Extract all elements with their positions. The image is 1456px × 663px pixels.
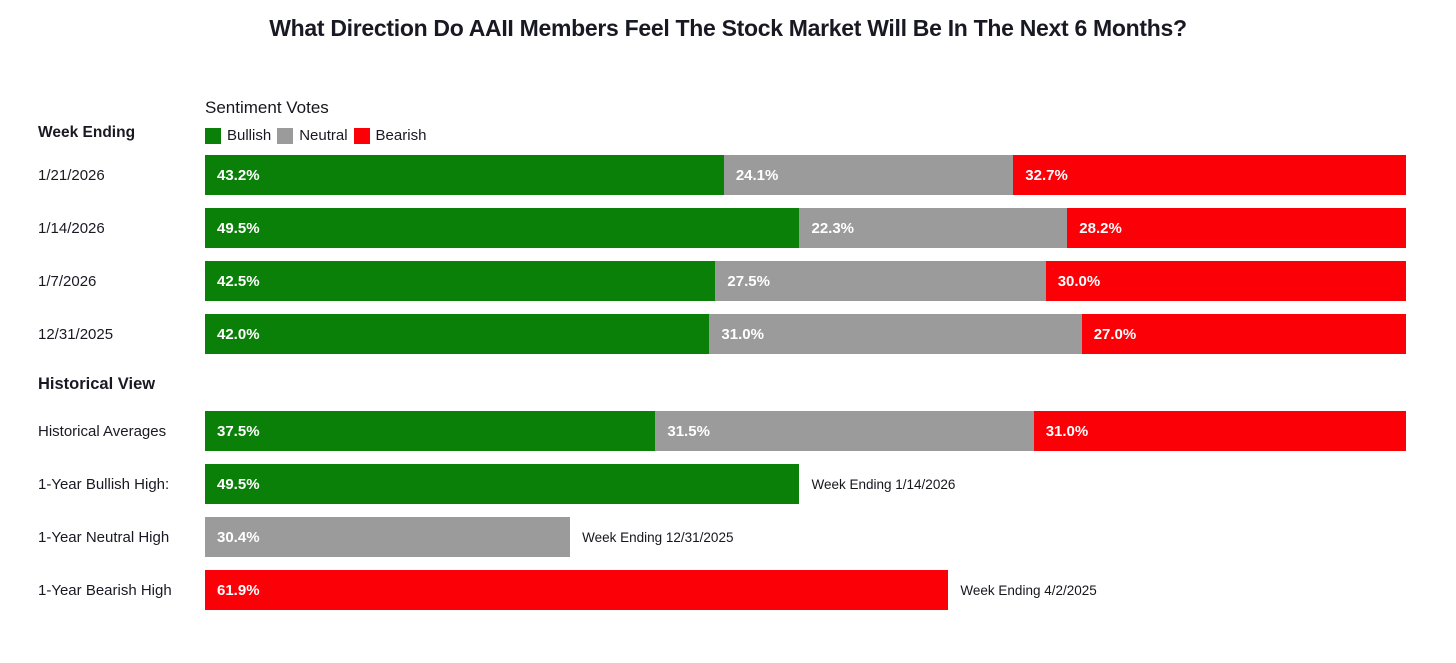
neutral-bar-segment: 22.3%	[799, 208, 1068, 248]
bullish-bar-segment: 49.5%	[205, 464, 800, 504]
bar-track: 43.2% 24.1% 32.7%	[205, 155, 1406, 195]
bearish-bar-segment: 32.7%	[1013, 155, 1406, 195]
row-label: 1/21/2026	[38, 166, 105, 184]
bullish-bar-segment: 37.5%	[205, 411, 656, 451]
page-title: What Direction Do AAII Members Feel The …	[269, 15, 1187, 41]
bullish-bar-segment: 42.0%	[205, 314, 710, 354]
bearish-bar-segment: 27.0%	[1081, 314, 1406, 354]
bar-annotation: Week Ending 4/2/2025	[960, 582, 1097, 598]
legend-label-bearish: Bearish	[375, 127, 427, 144]
bar-track: 49.5% Week Ending 1/14/2026	[205, 464, 1406, 504]
legend-item-bearish: Bearish	[353, 127, 427, 144]
bullish-bar-segment: 49.5%	[205, 208, 800, 248]
legend-label-neutral: Neutral	[299, 127, 348, 144]
bullish-swatch-icon	[205, 127, 221, 144]
bar-row-bearish-high: 1-Year Bearish High 61.9% Week Ending 4/…	[38, 570, 1406, 610]
row-label: 1-Year Bearish High	[38, 581, 172, 599]
bearish-bar-segment: 30.0%	[1045, 261, 1406, 301]
row-label: 1/7/2026	[38, 272, 97, 290]
legend-label-bullish: Bullish	[227, 127, 272, 144]
bar-row-bullish-high: 1-Year Bullish High: 49.5% Week Ending 1…	[38, 464, 1406, 504]
row-label: 1/14/2026	[38, 219, 105, 237]
bullish-bar-segment: 43.2%	[205, 155, 724, 195]
bar-annotation: Week Ending 1/14/2026	[811, 476, 956, 492]
legend-block: Sentiment Votes Bullish Neutral Bearish	[205, 98, 1406, 144]
legend-item-neutral: Neutral	[277, 127, 348, 144]
row-label: 12/31/2025	[38, 325, 114, 343]
row-label: 1-Year Bullish High:	[38, 475, 170, 493]
bar-track: 49.5% 22.3% 28.2%	[205, 208, 1406, 248]
bar-track: 30.4% Week Ending 12/31/2025	[205, 517, 1406, 557]
bar-row-week-1: 1/14/2026 49.5% 22.3% 28.2%	[38, 208, 1406, 248]
neutral-bar-segment: 30.4%	[205, 517, 571, 557]
historical-section-header: Historical View	[38, 375, 156, 393]
legend-title: Sentiment Votes	[205, 98, 329, 117]
legend: Bullish Neutral Bearish	[205, 127, 1406, 144]
chart-header: Week Ending Sentiment Votes Bullish Neut…	[38, 98, 1406, 144]
label-column-header: Week Ending	[38, 124, 205, 144]
neutral-bar-segment: 31.0%	[709, 314, 1082, 354]
bearish-bar-segment: 31.0%	[1033, 411, 1406, 451]
neutral-swatch-icon	[277, 127, 294, 144]
bar-track: 42.0% 31.0% 27.0%	[205, 314, 1406, 354]
bar-row-week-2: 1/7/2026 42.5% 27.5% 30.0%	[38, 261, 1406, 301]
bar-row-week-3: 12/31/2025 42.0% 31.0% 27.0%	[38, 314, 1406, 354]
row-label: 1-Year Neutral High	[38, 528, 170, 546]
neutral-bar-segment: 27.5%	[715, 261, 1046, 301]
bar-row-neutral-high: 1-Year Neutral High 30.4% Week Ending 12…	[38, 517, 1406, 557]
bearish-bar-segment: 61.9%	[205, 570, 949, 610]
bearish-swatch-icon	[353, 127, 370, 144]
neutral-bar-segment: 31.5%	[655, 411, 1034, 451]
bar-row-historical-averages: Historical Averages 37.5% 31.5% 31.0%	[38, 411, 1406, 451]
bullish-bar-segment: 42.5%	[205, 261, 716, 301]
sentiment-chart: Week Ending Sentiment Votes Bullish Neut…	[0, 98, 1456, 610]
legend-item-bullish: Bullish	[205, 127, 271, 144]
bar-track: 37.5% 31.5% 31.0%	[205, 411, 1406, 451]
bar-annotation: Week Ending 12/31/2025	[582, 529, 734, 545]
bar-track: 61.9% Week Ending 4/2/2025	[205, 570, 1406, 610]
bar-track: 42.5% 27.5% 30.0%	[205, 261, 1406, 301]
week-ending-column-label: Week Ending	[38, 124, 136, 141]
bearish-bar-segment: 28.2%	[1067, 208, 1406, 248]
row-label: Historical Averages	[38, 422, 167, 440]
bar-row-week-0: 1/21/2026 43.2% 24.1% 32.7%	[38, 155, 1406, 195]
neutral-bar-segment: 24.1%	[723, 155, 1014, 195]
